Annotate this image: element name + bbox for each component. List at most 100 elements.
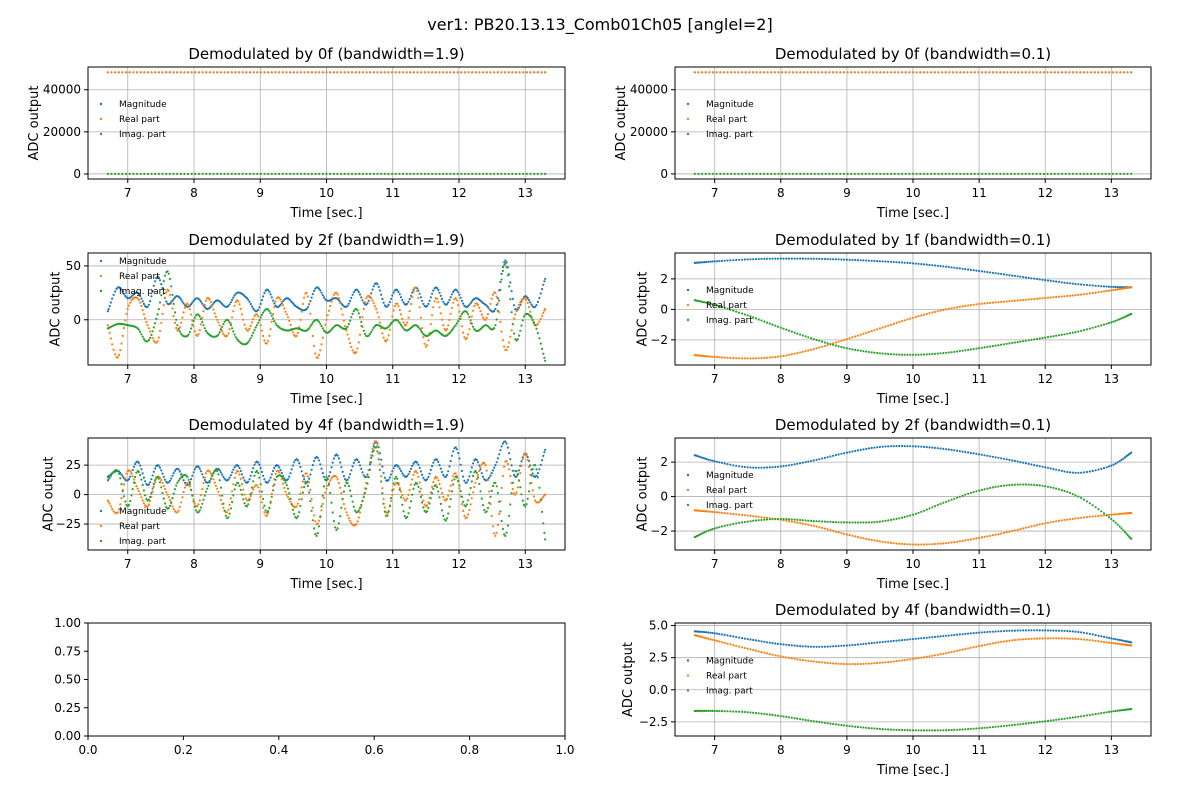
data-point	[292, 71, 295, 74]
data-point	[167, 289, 170, 292]
data-point	[303, 71, 306, 74]
data-point	[320, 324, 323, 328]
data-point	[119, 349, 122, 352]
data-point	[368, 295, 372, 298]
data-point	[542, 454, 545, 457]
data-point	[522, 503, 526, 506]
data-point	[265, 514, 268, 517]
legend-marker	[686, 318, 690, 322]
data-point	[1122, 529, 1125, 532]
data-point	[386, 338, 389, 341]
data-point	[504, 262, 507, 265]
data-point	[190, 488, 193, 491]
data-point	[288, 492, 291, 495]
data-point	[986, 487, 989, 490]
data-point	[146, 172, 150, 175]
data-point	[238, 467, 241, 470]
data-point	[845, 521, 849, 524]
data-point	[162, 497, 165, 500]
data-point	[447, 494, 450, 497]
data-point	[273, 302, 276, 305]
data-point	[950, 266, 953, 269]
data-point	[776, 714, 780, 717]
data-point	[543, 451, 546, 454]
data-point	[939, 502, 942, 505]
data-point	[326, 477, 329, 480]
data-point	[129, 301, 132, 304]
data-point	[352, 461, 355, 464]
data-point	[449, 296, 452, 299]
data-point	[244, 327, 247, 330]
data-point	[141, 499, 144, 502]
data-point	[212, 71, 215, 74]
data-point	[732, 259, 735, 262]
legend-label: Real part	[706, 301, 747, 311]
data-point	[340, 307, 343, 310]
data-point	[160, 283, 163, 286]
data-point	[980, 488, 984, 491]
data-point	[223, 71, 226, 74]
data-point	[741, 646, 744, 649]
data-point	[1071, 493, 1074, 496]
data-point	[705, 260, 708, 264]
series-imag-part	[106, 262, 547, 362]
data-point	[1030, 338, 1033, 341]
data-point	[522, 71, 525, 74]
data-point	[224, 514, 227, 517]
data-point	[1011, 483, 1014, 486]
data-point	[310, 172, 313, 175]
data-point	[928, 655, 931, 658]
data-point	[914, 445, 917, 448]
data-point	[958, 540, 961, 543]
data-point	[909, 729, 912, 732]
data-point	[771, 518, 774, 521]
data-point	[513, 304, 516, 307]
legend-marker	[686, 689, 690, 692]
data-point	[771, 642, 774, 645]
data-point	[109, 301, 112, 304]
x-tick-label: 11	[385, 372, 400, 386]
data-point	[1102, 290, 1106, 293]
data-point	[543, 531, 546, 535]
data-point	[1053, 172, 1056, 175]
data-point	[534, 324, 537, 327]
data-point	[332, 172, 335, 175]
data-point	[1100, 514, 1103, 517]
data-point	[168, 479, 172, 482]
data-point	[1114, 285, 1117, 289]
data-point	[956, 496, 959, 499]
y-tick-label: 20000	[43, 125, 81, 139]
data-point	[370, 292, 373, 295]
data-point	[722, 71, 726, 74]
data-point	[759, 71, 762, 74]
data-point	[255, 484, 258, 487]
data-point	[513, 317, 516, 320]
data-point	[1111, 71, 1115, 74]
data-point	[1088, 713, 1091, 717]
data-point	[746, 314, 749, 317]
data-point	[190, 478, 193, 481]
data-point	[906, 445, 909, 448]
data-point	[120, 473, 123, 476]
data-point	[165, 291, 168, 294]
data-point	[906, 729, 909, 732]
data-point	[539, 342, 542, 345]
data-point	[1071, 71, 1075, 74]
data-point	[920, 263, 923, 266]
data-point	[255, 310, 258, 313]
data-point	[1118, 709, 1121, 712]
data-point	[743, 313, 747, 316]
data-point	[157, 477, 160, 480]
data-point	[438, 306, 441, 309]
data-point	[212, 308, 215, 311]
data-point	[1122, 708, 1125, 712]
data-point	[884, 640, 887, 643]
data-point	[1005, 640, 1008, 643]
data-point	[1114, 521, 1117, 524]
data-point	[243, 493, 246, 496]
data-point	[423, 509, 426, 512]
data-point	[925, 543, 928, 546]
data-point	[509, 298, 512, 301]
data-point	[504, 440, 507, 443]
data-point	[882, 71, 886, 74]
